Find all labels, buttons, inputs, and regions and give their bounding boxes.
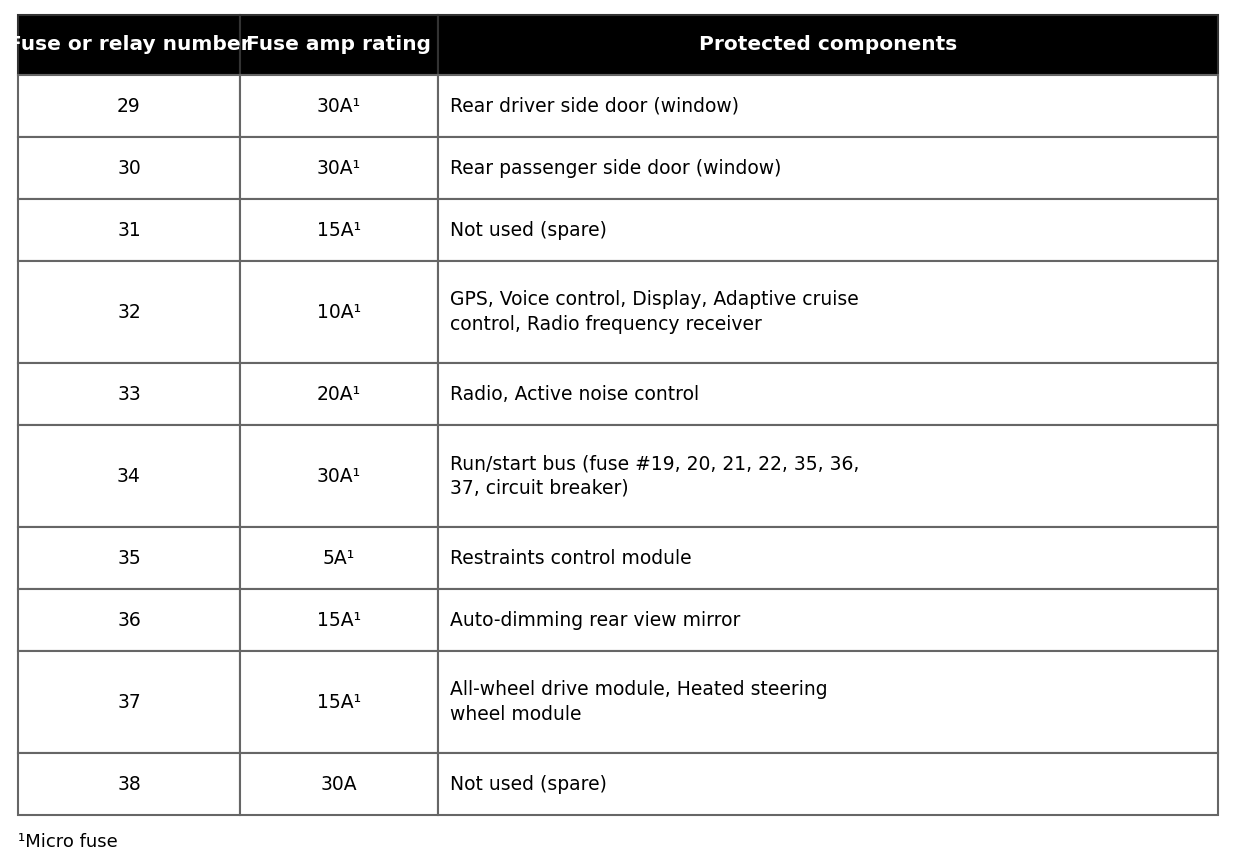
Text: 30A¹: 30A¹ [316,159,361,178]
Text: Protected components: Protected components [698,36,957,55]
Bar [438,15,1217,75]
Text: 29: 29 [117,96,141,115]
Text: 30A¹: 30A¹ [316,96,361,115]
Bar [19,651,240,753]
Bar [240,75,438,137]
Text: 34: 34 [117,466,141,486]
Bar [438,261,1217,363]
Bar [19,753,240,815]
Text: Fuse amp rating: Fuse amp rating [246,36,431,55]
Text: 15A¹: 15A¹ [316,610,361,629]
Bar [19,261,240,363]
Bar [240,589,438,651]
Bar [19,589,240,651]
Text: 10A¹: 10A¹ [316,303,361,322]
Bar [240,137,438,199]
Text: 31: 31 [117,220,141,239]
Text: 37: 37 [117,693,141,712]
Bar [19,75,240,137]
Text: Not used (spare): Not used (spare) [450,774,607,793]
Bar [438,199,1217,261]
Text: Rear driver side door (window): Rear driver side door (window) [450,96,739,115]
Text: Not used (spare): Not used (spare) [450,220,607,239]
Text: 32: 32 [117,303,141,322]
Bar [240,261,438,363]
Bar [19,137,240,199]
Text: 5A¹: 5A¹ [323,549,355,568]
Text: 15A¹: 15A¹ [316,220,361,239]
Text: All-wheel drive module, Heated steering
wheel module: All-wheel drive module, Heated steering … [450,680,828,724]
Bar [19,527,240,589]
Text: 33: 33 [117,384,141,403]
Bar [240,199,438,261]
Bar [19,15,240,75]
Bar [438,527,1217,589]
Bar [240,651,438,753]
Text: 30: 30 [117,159,141,178]
Bar [438,137,1217,199]
Text: 35: 35 [117,549,141,568]
Text: Run/start bus (fuse #19, 20, 21, 22, 35, 36,
37, circuit breaker): Run/start bus (fuse #19, 20, 21, 22, 35,… [450,454,859,498]
Bar [240,15,438,75]
Text: 38: 38 [117,774,141,793]
Bar [19,199,240,261]
Bar [438,425,1217,527]
Bar [19,425,240,527]
Bar [438,75,1217,137]
Text: 30A¹: 30A¹ [316,466,361,486]
Bar [240,753,438,815]
Text: Auto-dimming rear view mirror: Auto-dimming rear view mirror [450,610,740,629]
Bar [240,363,438,425]
Text: Rear passenger side door (window): Rear passenger side door (window) [450,159,781,178]
Text: Radio, Active noise control: Radio, Active noise control [450,384,700,403]
Bar [438,363,1217,425]
Text: 36: 36 [117,610,141,629]
Text: ¹Micro fuse: ¹Micro fuse [19,833,117,851]
Bar [19,363,240,425]
Text: Fuse or relay number: Fuse or relay number [7,36,251,55]
Text: 20A¹: 20A¹ [316,384,361,403]
Text: Restraints control module: Restraints control module [450,549,692,568]
Text: GPS, Voice control, Display, Adaptive cruise
control, Radio frequency receiver: GPS, Voice control, Display, Adaptive cr… [450,290,859,334]
Bar [240,527,438,589]
Bar [240,425,438,527]
Bar [438,589,1217,651]
Text: 30A: 30A [320,774,357,793]
Bar [438,651,1217,753]
Text: 15A¹: 15A¹ [316,693,361,712]
Bar [438,753,1217,815]
